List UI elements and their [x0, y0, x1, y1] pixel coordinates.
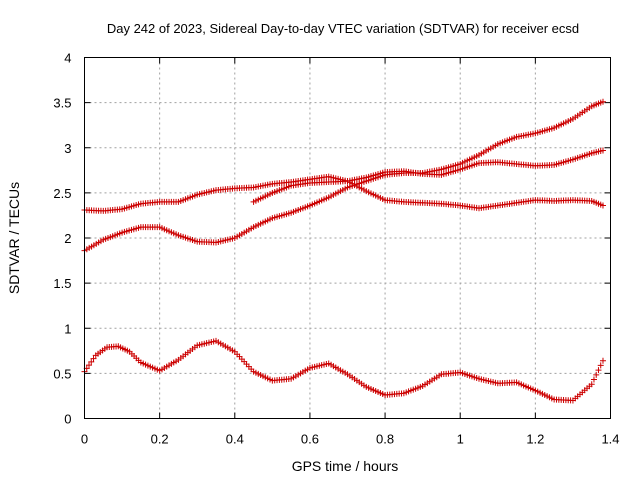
y-tick-label: 1.5	[53, 276, 71, 291]
x-tick-label: 0.6	[301, 432, 319, 447]
data-series	[81, 98, 606, 404]
y-tick-label: 4	[64, 51, 71, 66]
y-tick-label: 3.5	[53, 96, 71, 111]
grid-lines	[84, 57, 611, 419]
y-tick-label: 2	[64, 231, 71, 246]
x-tick-label: 0.8	[376, 432, 394, 447]
data-point	[597, 362, 604, 369]
y-tick-labels: 0 0.5 1 1.5 2 2.5 3 3.5 4	[53, 51, 71, 427]
series-4	[81, 337, 606, 404]
data-point	[599, 202, 606, 209]
data-point	[588, 381, 595, 388]
data-point	[590, 376, 597, 383]
series-3	[250, 147, 606, 205]
x-tick-label: 0	[81, 432, 88, 447]
y-tick-label: 3	[64, 141, 71, 156]
data-point	[90, 355, 97, 362]
y-tick-label: 2.5	[53, 186, 71, 201]
x-tick-label: 0.2	[151, 432, 169, 447]
y-tick-label: 0.5	[53, 366, 71, 381]
data-point	[88, 358, 95, 365]
x-tick-label: 1	[457, 432, 464, 447]
chart-title: Day 242 of 2023, Sidereal Day-to-day VTE…	[107, 21, 579, 36]
x-tick-label: 1.2	[526, 432, 544, 447]
y-axis-label: SDTVAR / TECUs	[6, 182, 22, 294]
x-tick-label: 1.4	[601, 432, 619, 447]
x-tick-labels: 0 0.2 0.4 0.6 0.8 1 1.2 1.4	[81, 432, 620, 447]
data-point	[599, 98, 606, 105]
y-tick-label: 1	[64, 321, 71, 336]
data-point	[599, 357, 606, 364]
data-point	[595, 367, 602, 374]
x-axis-label: GPS time / hours	[292, 458, 399, 474]
data-point	[86, 362, 93, 369]
x-tick-label: 0.4	[226, 432, 244, 447]
plot-frame	[84, 57, 611, 419]
data-point	[593, 371, 600, 378]
data-point	[599, 147, 606, 154]
y-tick-label: 0	[64, 412, 71, 427]
